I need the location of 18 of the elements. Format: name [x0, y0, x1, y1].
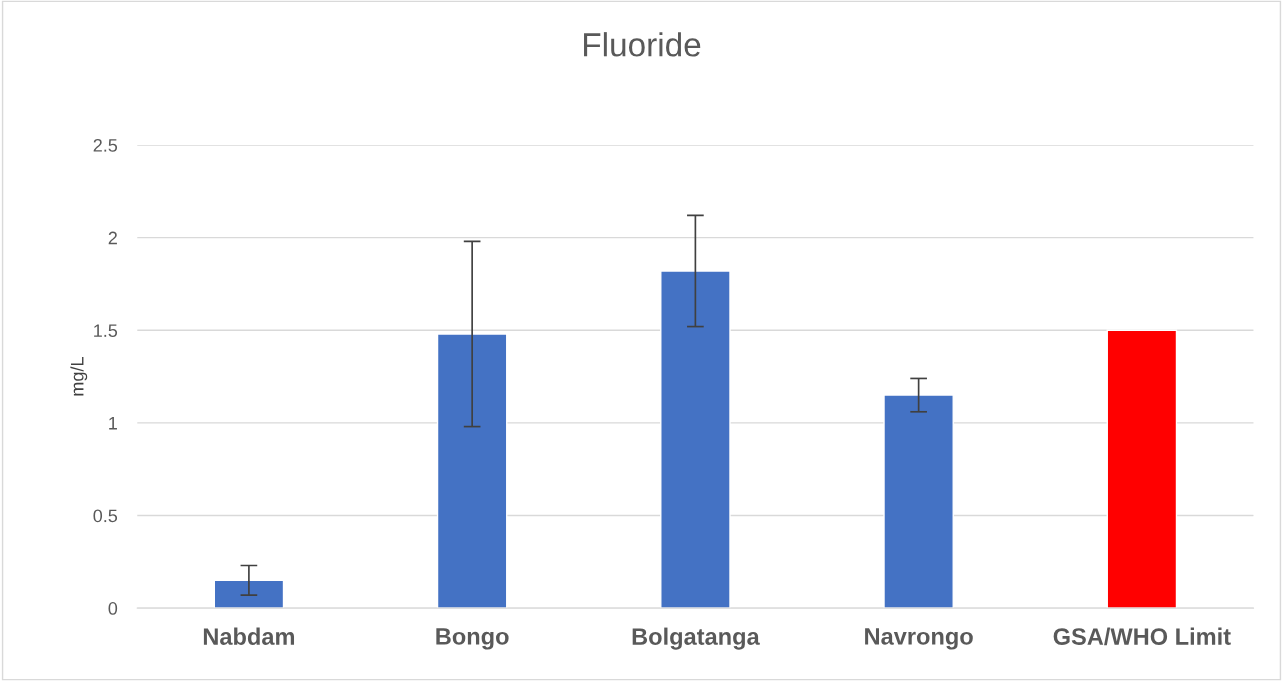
bar — [660, 270, 731, 609]
x-tick-label: GSA/WHO Limit — [1053, 627, 1231, 646]
y-tick-label: 2.5 — [93, 138, 118, 152]
y-tick-label: 1.5 — [94, 324, 118, 338]
y-axis-title: mg/L — [70, 357, 88, 396]
chart-title: Fluoride — [584, 32, 701, 57]
bar — [213, 579, 285, 609]
y-tick-label: 1 — [109, 417, 117, 430]
x-tick-label: Nabdam — [203, 627, 295, 645]
bar — [436, 333, 508, 609]
bar — [1106, 329, 1178, 609]
x-tick-label: Bolgatanga — [632, 627, 760, 650]
y-tick-label: 0.5 — [93, 509, 118, 523]
bar — [883, 394, 954, 609]
x-tick-label: Bongo — [436, 628, 509, 650]
y-tick-label: 2 — [108, 231, 117, 245]
y-tick-label: 0 — [108, 602, 118, 615]
x-tick-label: Navrongo — [865, 628, 973, 650]
